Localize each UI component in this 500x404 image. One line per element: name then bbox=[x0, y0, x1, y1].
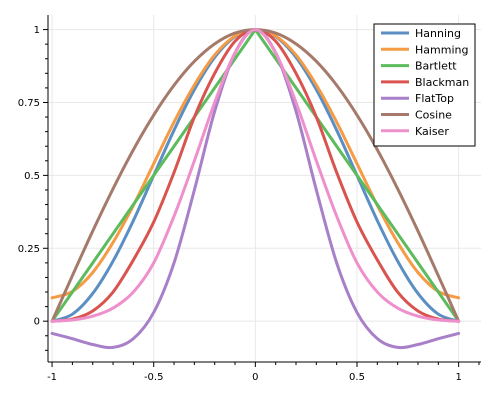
axes: -1 -0.5 0 0.5 1 0 0.25 0.5 0.75 1 bbox=[18, 15, 481, 383]
legend-label-blackman: Blackman bbox=[415, 76, 469, 89]
legend-label-kaiser: Kaiser bbox=[415, 125, 449, 138]
y-tick-label: 0.5 bbox=[24, 171, 40, 182]
x-tick-label: -0.5 bbox=[144, 372, 164, 383]
legend-label-hamming: Hamming bbox=[415, 43, 468, 56]
x-tick-label: 1 bbox=[455, 372, 461, 383]
legend-label-bartlett: Bartlett bbox=[415, 60, 457, 73]
x-tick-label: 0.5 bbox=[349, 372, 365, 383]
y-tick-label: 1 bbox=[34, 25, 40, 36]
legend-label-hanning: Hanning bbox=[415, 27, 461, 40]
x-tick-label: 0 bbox=[252, 372, 258, 383]
series-line-kaiser bbox=[50, 28, 461, 323]
y-tick-label: 0 bbox=[34, 317, 40, 328]
legend-label-cosine: Cosine bbox=[415, 109, 452, 122]
y-tick-label: 0.75 bbox=[18, 98, 40, 109]
x-tick-label: -1 bbox=[47, 372, 57, 383]
legend-label-flattop: FlatTop bbox=[415, 92, 454, 105]
y-tick-label: 0.25 bbox=[18, 244, 40, 255]
series-layer bbox=[50, 28, 461, 350]
legend[interactable]: Hanning Hamming Bartlett Blackman FlatTop Cos… bbox=[373, 23, 476, 147]
legend-box bbox=[373, 23, 476, 147]
